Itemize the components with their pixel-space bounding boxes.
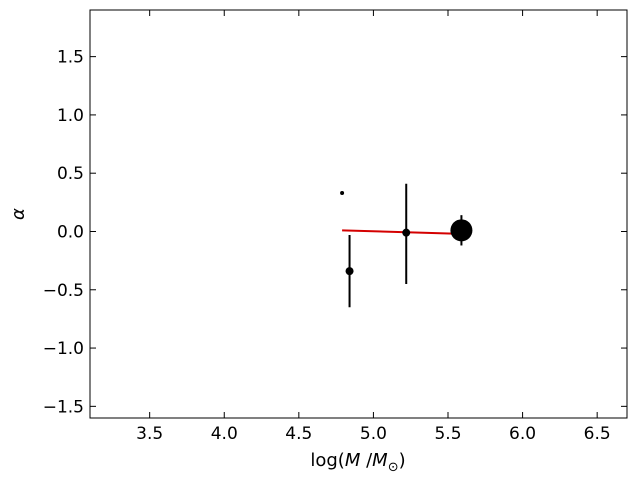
x-axis-label-sub: ⊙: [388, 460, 399, 475]
y-tick-label: 1.5: [57, 48, 84, 68]
data-point: [345, 267, 354, 276]
x-axis-label: log(M /M⊙): [310, 450, 405, 475]
x-axis-label-prefix: log(: [310, 450, 344, 471]
x-tick-label: 4.0: [211, 424, 238, 444]
y-tick-label: 0.0: [57, 222, 84, 242]
y-axis-label: α: [8, 208, 29, 220]
y-tick-label: −1.5: [43, 397, 84, 417]
x-tick-label: 6.5: [584, 424, 611, 444]
tick-labels: 3.5 4.0 4.5 5.0 5.5 6.0 6.5 −1.5 −1.0 −0.5 0.0 0.5 1…: [43, 48, 611, 444]
x-axis-label-m2: M: [372, 450, 388, 471]
data-point: [340, 191, 345, 196]
fit-line-group: [342, 229, 462, 235]
x-tick-label: 5.0: [360, 424, 387, 444]
data-points: [340, 191, 473, 276]
plot-frame: [89, 9, 628, 419]
y-tick-label: 1.0: [57, 106, 84, 126]
error-bars: [348, 183, 463, 308]
data-point: [402, 228, 411, 237]
y-tick-label: −0.5: [43, 281, 84, 301]
x-axis-label-mid: /: [360, 450, 373, 471]
fit-line: [342, 229, 462, 235]
y-tick-label: −1.0: [43, 339, 84, 359]
x-tick-label: 5.5: [434, 424, 461, 444]
data-point: [450, 219, 473, 242]
tick-marks: [90, 10, 627, 418]
x-axis-label-m1: M: [345, 450, 361, 471]
x-tick-label: 4.5: [285, 424, 312, 444]
y-tick-label: 0.5: [57, 164, 84, 184]
x-axis-label-suffix: ): [399, 450, 406, 471]
x-tick-label: 6.0: [509, 424, 536, 444]
x-tick-label: 3.5: [136, 424, 163, 444]
